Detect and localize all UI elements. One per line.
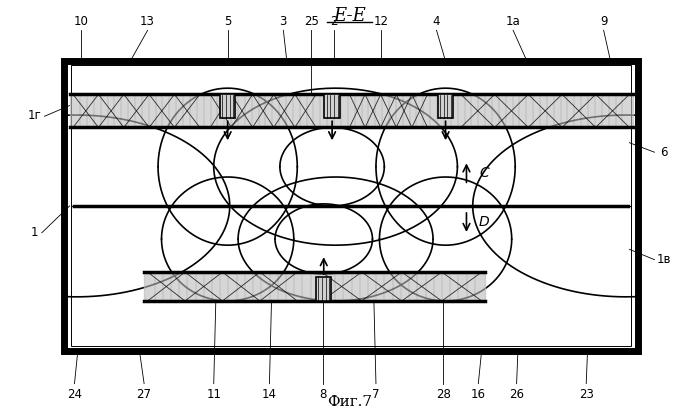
Text: 25: 25: [304, 15, 319, 28]
Text: 1: 1: [31, 226, 38, 239]
Text: 24: 24: [67, 388, 82, 401]
Bar: [64, 61, 638, 351]
Text: 4: 4: [433, 15, 440, 28]
Text: 1в: 1в: [657, 253, 672, 266]
Text: 12: 12: [373, 15, 389, 28]
Text: C: C: [479, 166, 489, 180]
Bar: [220, 94, 236, 118]
Text: 14: 14: [262, 388, 277, 401]
Text: E-E: E-E: [333, 7, 366, 25]
Text: 28: 28: [436, 388, 451, 401]
Text: 8: 8: [319, 388, 326, 401]
Text: 26: 26: [509, 388, 524, 401]
Bar: [324, 94, 340, 118]
Text: 13: 13: [140, 15, 155, 28]
Text: Фиг.7: Фиг.7: [327, 395, 372, 409]
Text: 27: 27: [136, 388, 152, 401]
Text: D: D: [479, 215, 489, 230]
Text: 1г: 1г: [28, 109, 42, 121]
Text: 6: 6: [661, 146, 668, 159]
Text: 11: 11: [206, 388, 222, 401]
Bar: [316, 277, 331, 301]
Text: 23: 23: [579, 388, 593, 401]
Text: 16: 16: [471, 388, 486, 401]
Text: 3: 3: [280, 15, 287, 28]
Bar: [438, 94, 453, 118]
Text: 9: 9: [600, 15, 607, 28]
Text: 7: 7: [372, 388, 380, 401]
Text: 1а: 1а: [506, 15, 521, 28]
Bar: [71, 65, 631, 347]
Text: 10: 10: [74, 15, 89, 28]
Text: 5: 5: [224, 15, 231, 28]
Text: 2: 2: [331, 15, 338, 28]
